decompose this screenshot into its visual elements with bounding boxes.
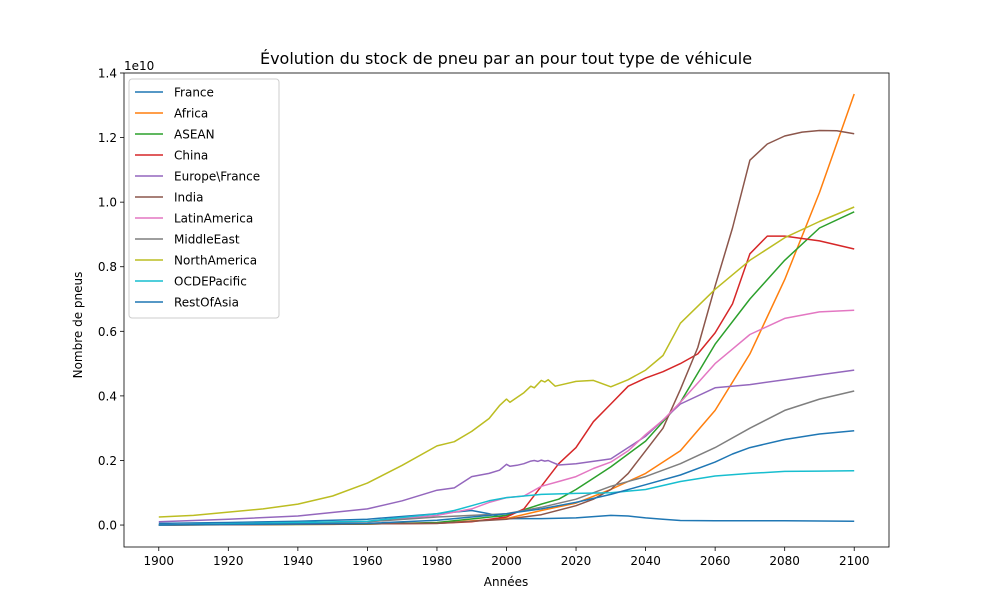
- y-tick-label: 0.8: [98, 260, 117, 274]
- legend-label: OCDEPacific: [174, 275, 247, 289]
- x-tick-label: 1940: [283, 554, 314, 568]
- x-tick-label: 2080: [769, 554, 800, 568]
- x-tick-label: 1900: [143, 554, 174, 568]
- x-tick-label: 2100: [839, 554, 870, 568]
- x-tick-label: 2060: [700, 554, 731, 568]
- legend-label: China: [174, 149, 208, 163]
- y-tick-label: 0.6: [98, 325, 117, 339]
- y-tick-label: 0.2: [98, 454, 117, 468]
- legend-label: LatinAmerica: [174, 212, 253, 226]
- series-line-europe-france: [158, 369, 855, 523]
- x-tick-label: 1920: [213, 554, 244, 568]
- y-axis-offset-label: 1e10: [124, 59, 154, 73]
- legend-label: RestOfAsia: [174, 296, 239, 310]
- y-tick-label: 1.2: [98, 131, 117, 145]
- y-tick-label: 1.0: [98, 196, 117, 210]
- series-line-restofasia: [158, 430, 855, 526]
- series-line-ocdepacific: [158, 470, 855, 526]
- legend-label: Europe\France: [174, 170, 260, 184]
- legend-label: ASEAN: [174, 128, 215, 142]
- y-tick-label: 1.4: [98, 67, 117, 81]
- x-tick-label: 2040: [630, 554, 661, 568]
- legend-label: NorthAmerica: [174, 254, 257, 268]
- legend-box: [128, 78, 280, 319]
- x-tick-label: 2020: [561, 554, 592, 568]
- x-axis: 1900 1920 1940 1960 1980 2000 2020 2040 2060 2080…: [143, 547, 870, 568]
- series-line-asean: [158, 211, 855, 526]
- y-axis: 0.0 0.2 0.4 0.6 0.8 1.0 1.2 1.4: [98, 67, 124, 533]
- x-tick-label: 2000: [491, 554, 522, 568]
- series-line-middleeast: [158, 390, 855, 526]
- x-tick-label: 1960: [352, 554, 383, 568]
- series-line-northamerica: [158, 206, 855, 518]
- legend-label: MiddleEast: [174, 233, 240, 247]
- y-axis-title: Nombre de pneus: [71, 272, 85, 379]
- series-line-latinamerica: [158, 309, 855, 526]
- y-tick-label: 0.0: [98, 519, 117, 533]
- chart-title: Évolution du stock de pneu par an pour t…: [260, 49, 752, 68]
- plot-lines: [158, 93, 855, 526]
- legend-label: France: [174, 86, 214, 100]
- y-tick-label: 0.4: [98, 389, 117, 403]
- legend: France Africa ASEAN China Europe\France India…: [128, 78, 280, 319]
- x-tick-label: 1980: [422, 554, 453, 568]
- legend-label: Africa: [174, 107, 208, 121]
- x-axis-title: Années: [484, 575, 528, 589]
- series-line-france: [158, 509, 855, 525]
- legend-label: India: [174, 191, 203, 205]
- series-line-india: [158, 129, 855, 526]
